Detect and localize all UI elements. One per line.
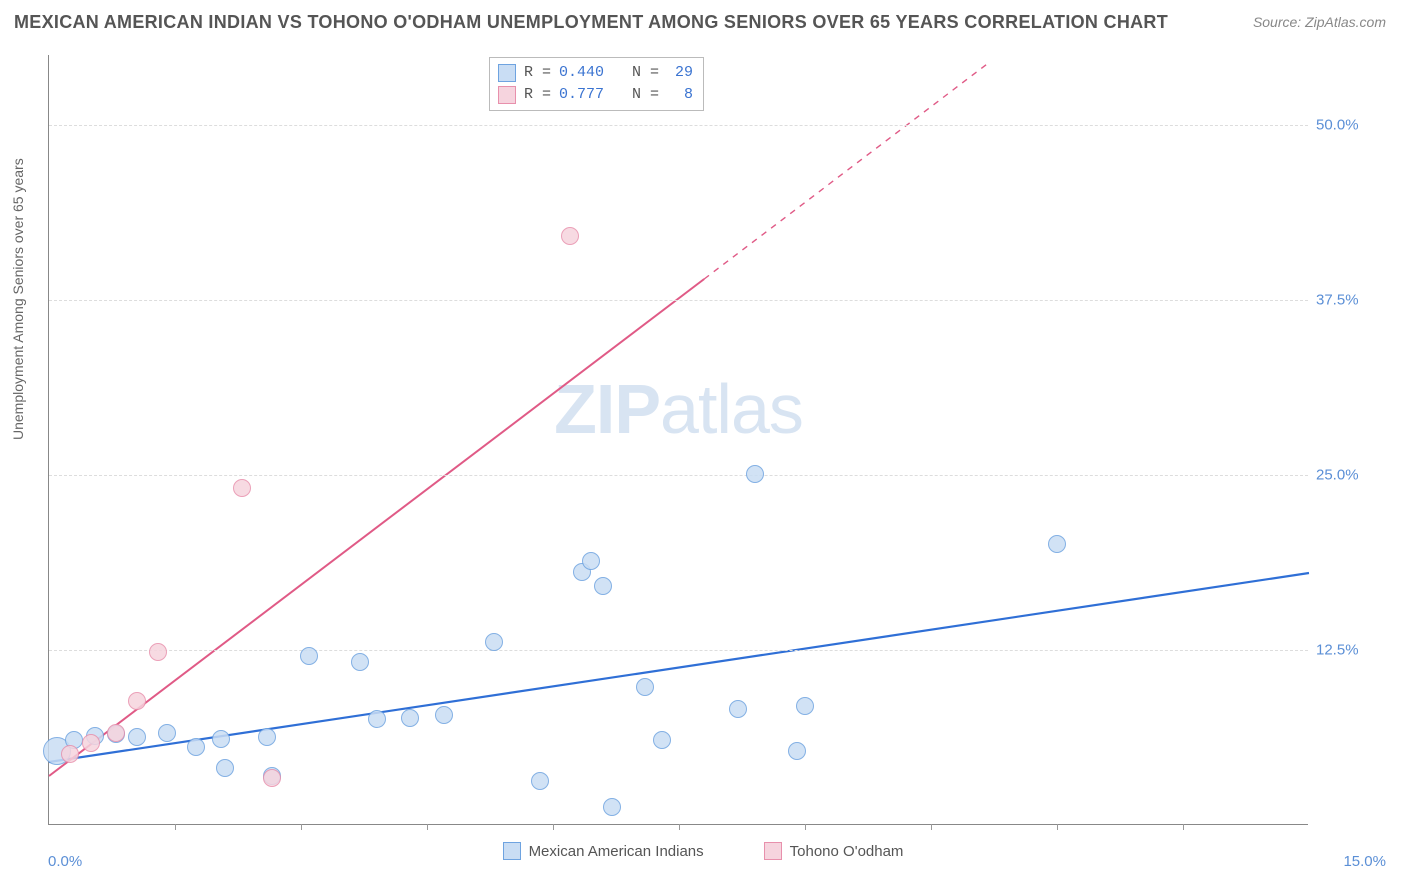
data-point [233,479,251,497]
data-point [1048,535,1066,553]
data-point [746,465,764,483]
data-point [128,692,146,710]
stats-row: R = 0.777 N = 8 [498,84,693,106]
data-point [594,577,612,595]
gridline [49,475,1308,476]
gridline [49,300,1308,301]
data-point [128,728,146,746]
data-point [258,728,276,746]
legend-item: Tohono O'odham [764,842,904,860]
gridline [49,125,1308,126]
data-point [582,552,600,570]
x-minor-tick [427,824,428,830]
legend-swatch [498,86,516,104]
x-minor-tick [805,824,806,830]
data-point [351,653,369,671]
data-point [368,710,386,728]
data-point [401,709,419,727]
stats-row: R = 0.440 N = 29 [498,62,693,84]
y-axis-label: Unemployment Among Seniors over 65 years [10,158,26,440]
data-point [82,734,100,752]
data-point [729,700,747,718]
legend-swatch [764,842,782,860]
data-point [435,706,453,724]
data-point [636,678,654,696]
trend-lines [49,55,1308,824]
r-label: R = [524,84,551,106]
y-tick-label: 37.5% [1316,292,1396,309]
r-label: R = [524,62,551,84]
x-minor-tick [1183,824,1184,830]
chart-title: MEXICAN AMERICAN INDIAN VS TOHONO O'ODHA… [14,12,1168,33]
y-tick-label: 50.0% [1316,117,1396,134]
data-point [61,745,79,763]
data-point [561,227,579,245]
x-minor-tick [553,824,554,830]
data-point [653,731,671,749]
plot-area: ZIPatlas R =0.440N =29R =0.777N =8 12.5%… [48,55,1308,825]
source-attribution: Source: ZipAtlas.com [1253,14,1386,30]
data-point [796,697,814,715]
x-minor-tick [931,824,932,830]
data-point [263,769,281,787]
legend-label: Tohono O'odham [790,843,904,860]
data-point [300,647,318,665]
x-minor-tick [679,824,680,830]
gridline [49,650,1308,651]
data-point [788,742,806,760]
r-value: 0.440 [559,62,604,84]
trend-line [49,573,1309,762]
x-minor-tick [301,824,302,830]
x-minor-tick [1057,824,1058,830]
data-point [531,772,549,790]
n-label: N = [632,62,659,84]
trend-line [704,62,990,279]
n-value: 8 [667,84,693,106]
legend-label: Mexican American Indians [529,843,704,860]
series-legend: Mexican American Indians Tohono O'odham [0,842,1406,860]
data-point [216,759,234,777]
trend-line [49,279,704,776]
stats-legend: R = 0.440 N = 29 R = 0.777 N = 8 [489,57,704,111]
r-value: 0.777 [559,84,604,106]
data-point [212,730,230,748]
x-minor-tick [175,824,176,830]
data-point [485,633,503,651]
data-point [107,724,125,742]
y-tick-label: 25.0% [1316,467,1396,484]
legend-item: Mexican American Indians [503,842,704,860]
data-point [149,643,167,661]
data-point [603,798,621,816]
data-point [158,724,176,742]
data-point [187,738,205,756]
legend-swatch [498,64,516,82]
y-tick-label: 12.5% [1316,642,1396,659]
n-label: N = [632,84,659,106]
n-value: 29 [667,62,693,84]
legend-swatch [503,842,521,860]
